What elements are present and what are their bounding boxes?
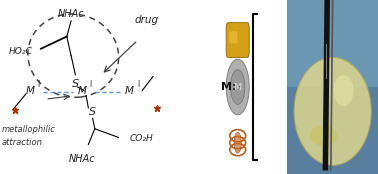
Ellipse shape [294, 57, 371, 165]
FancyBboxPatch shape [226, 23, 249, 57]
Text: M: M [77, 86, 87, 96]
Text: NHAc: NHAc [68, 154, 95, 164]
Circle shape [231, 70, 245, 104]
Text: CO₂H: CO₂H [129, 134, 153, 143]
Circle shape [226, 59, 249, 115]
Text: M: M [125, 86, 134, 96]
Text: M: M [234, 82, 242, 92]
Ellipse shape [310, 125, 337, 146]
Ellipse shape [234, 132, 241, 153]
Text: I: I [38, 80, 40, 89]
Text: S: S [89, 107, 96, 117]
Text: HO₂C: HO₂C [9, 47, 33, 56]
Text: S: S [72, 79, 79, 89]
Text: metallophilic
attraction: metallophilic attraction [2, 125, 56, 147]
Text: drug: drug [135, 15, 159, 25]
FancyBboxPatch shape [229, 31, 238, 44]
Text: M:–: M:– [221, 82, 242, 92]
Text: I: I [137, 80, 139, 89]
Bar [287, 0, 378, 87]
Text: NHAc: NHAc [58, 9, 84, 19]
Text: I: I [89, 80, 91, 89]
Text: M: M [26, 86, 35, 96]
Ellipse shape [333, 75, 353, 106]
